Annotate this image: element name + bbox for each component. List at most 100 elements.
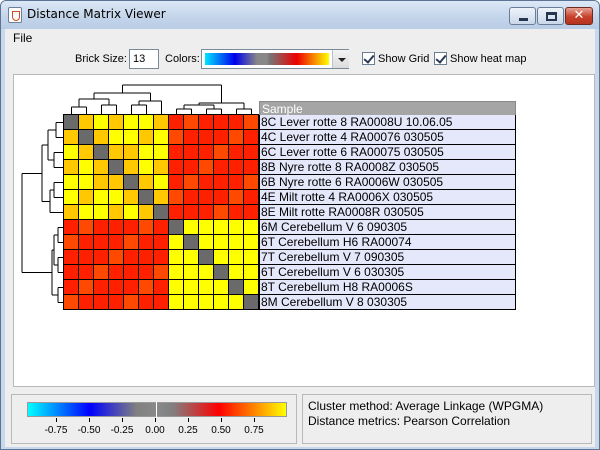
heatmap-cell[interactable] (169, 205, 184, 220)
heatmap-cell[interactable] (229, 265, 244, 280)
heatmap-cell[interactable] (139, 265, 154, 280)
heatmap-cell[interactable] (154, 265, 169, 280)
heatmap-cell[interactable] (244, 160, 259, 175)
heatmap-cell[interactable] (169, 145, 184, 160)
heatmap-cell[interactable] (169, 250, 184, 265)
heatmap-cell[interactable] (229, 205, 244, 220)
heatmap-cell[interactable] (184, 175, 199, 190)
heatmap-cell[interactable] (214, 205, 229, 220)
heatmap-cell[interactable] (244, 115, 259, 130)
heatmap-cell[interactable] (94, 190, 109, 205)
heatmap-cell[interactable] (109, 205, 124, 220)
heatmap-cell[interactable] (184, 130, 199, 145)
heatmap-cell[interactable] (214, 295, 229, 310)
heatmap-cell[interactable] (169, 190, 184, 205)
heatmap-cell[interactable] (154, 175, 169, 190)
heatmap-cell[interactable] (64, 250, 79, 265)
heatmap-cell[interactable] (244, 280, 259, 295)
heatmap-cell[interactable] (214, 190, 229, 205)
heatmap-cell[interactable] (184, 265, 199, 280)
heatmap-cell[interactable] (154, 145, 169, 160)
sample-row[interactable]: 4E Milt rotte 4 RA0006X 030505 (259, 190, 516, 205)
heatmap-cell[interactable] (139, 175, 154, 190)
maximize-button[interactable] (537, 7, 564, 25)
heatmap-cell[interactable] (64, 175, 79, 190)
heatmap-cell[interactable] (199, 235, 214, 250)
heatmap-cell[interactable] (79, 220, 94, 235)
heatmap-cell[interactable] (79, 130, 94, 145)
heatmap-cell[interactable] (154, 115, 169, 130)
brick-size-input[interactable] (129, 49, 159, 69)
heatmap-cell[interactable] (244, 145, 259, 160)
heatmap-cell[interactable] (154, 190, 169, 205)
heatmap-cell[interactable] (139, 160, 154, 175)
sample-row[interactable]: 4C Lever rotte 4 RA00076 030505 (259, 130, 516, 145)
heatmap-cell[interactable] (199, 220, 214, 235)
title-bar[interactable]: Distance Matrix Viewer ✕ (1, 1, 599, 29)
heatmap-cell[interactable] (94, 115, 109, 130)
show-grid-checkbox[interactable] (362, 52, 375, 65)
heatmap-cell[interactable] (214, 220, 229, 235)
heatmap-cell[interactable] (229, 235, 244, 250)
heatmap-cell[interactable] (64, 145, 79, 160)
heatmap-cell[interactable] (199, 280, 214, 295)
heatmap-cell[interactable] (154, 220, 169, 235)
heatmap-cell[interactable] (199, 250, 214, 265)
heatmap-cell[interactable] (94, 205, 109, 220)
heatmap-cell[interactable] (244, 250, 259, 265)
heatmap-cell[interactable] (169, 220, 184, 235)
heatmap-cell[interactable] (214, 145, 229, 160)
heatmap-cell[interactable] (244, 220, 259, 235)
heatmap-cell[interactable] (184, 160, 199, 175)
heatmap-cell[interactable] (199, 160, 214, 175)
heatmap-cell[interactable] (79, 250, 94, 265)
heatmap-cell[interactable] (124, 190, 139, 205)
heatmap-cell[interactable] (64, 205, 79, 220)
heatmap-cell[interactable] (214, 265, 229, 280)
sample-row[interactable]: 6M Cerebellum V 6 090305 (259, 220, 516, 235)
heatmap-cell[interactable] (79, 280, 94, 295)
heatmap-cell[interactable] (94, 145, 109, 160)
sample-row[interactable]: 8B Nyre rotte 8 RA0008Z 030505 (259, 160, 516, 175)
heatmap-cell[interactable] (199, 115, 214, 130)
heatmap-cell[interactable] (109, 115, 124, 130)
heatmap-cell[interactable] (199, 175, 214, 190)
sample-row[interactable]: 6T Cerebellum H6 RA00074 (259, 235, 516, 250)
heatmap-cell[interactable] (64, 115, 79, 130)
heatmap-cell[interactable] (109, 190, 124, 205)
sample-row[interactable]: 6C Lever rotte 6 RA00075 030505 (259, 145, 516, 160)
heatmap-cell[interactable] (199, 295, 214, 310)
heatmap-cell[interactable] (109, 175, 124, 190)
heatmap-cell[interactable] (64, 130, 79, 145)
heatmap-cell[interactable] (94, 235, 109, 250)
heatmap-cell[interactable] (184, 235, 199, 250)
sample-row[interactable]: 8T Cerebellum H8 RA0006S (259, 280, 516, 295)
heatmap-cell[interactable] (109, 280, 124, 295)
distance-heatmap[interactable] (64, 115, 259, 310)
heatmap-cell[interactable] (169, 235, 184, 250)
heatmap-cell[interactable] (214, 175, 229, 190)
heatmap-cell[interactable] (199, 145, 214, 160)
heatmap-cell[interactable] (139, 250, 154, 265)
heatmap-cell[interactable] (94, 295, 109, 310)
heatmap-cell[interactable] (124, 295, 139, 310)
heatmap-cell[interactable] (124, 235, 139, 250)
heatmap-cell[interactable] (124, 205, 139, 220)
heatmap-cell[interactable] (139, 295, 154, 310)
heatmap-cell[interactable] (139, 280, 154, 295)
heatmap-cell[interactable] (79, 160, 94, 175)
heatmap-cell[interactable] (184, 205, 199, 220)
heatmap-cell[interactable] (244, 130, 259, 145)
heatmap-cell[interactable] (229, 280, 244, 295)
heatmap-cell[interactable] (79, 265, 94, 280)
menu-file[interactable]: File (13, 31, 33, 45)
heatmap-cell[interactable] (94, 265, 109, 280)
heatmap-cell[interactable] (169, 265, 184, 280)
heatmap-cell[interactable] (94, 160, 109, 175)
heatmap-cell[interactable] (139, 190, 154, 205)
heatmap-cell[interactable] (244, 175, 259, 190)
heatmap-cell[interactable] (79, 115, 94, 130)
heatmap-cell[interactable] (139, 220, 154, 235)
heatmap-cell[interactable] (184, 145, 199, 160)
close-button[interactable]: ✕ (565, 7, 593, 25)
